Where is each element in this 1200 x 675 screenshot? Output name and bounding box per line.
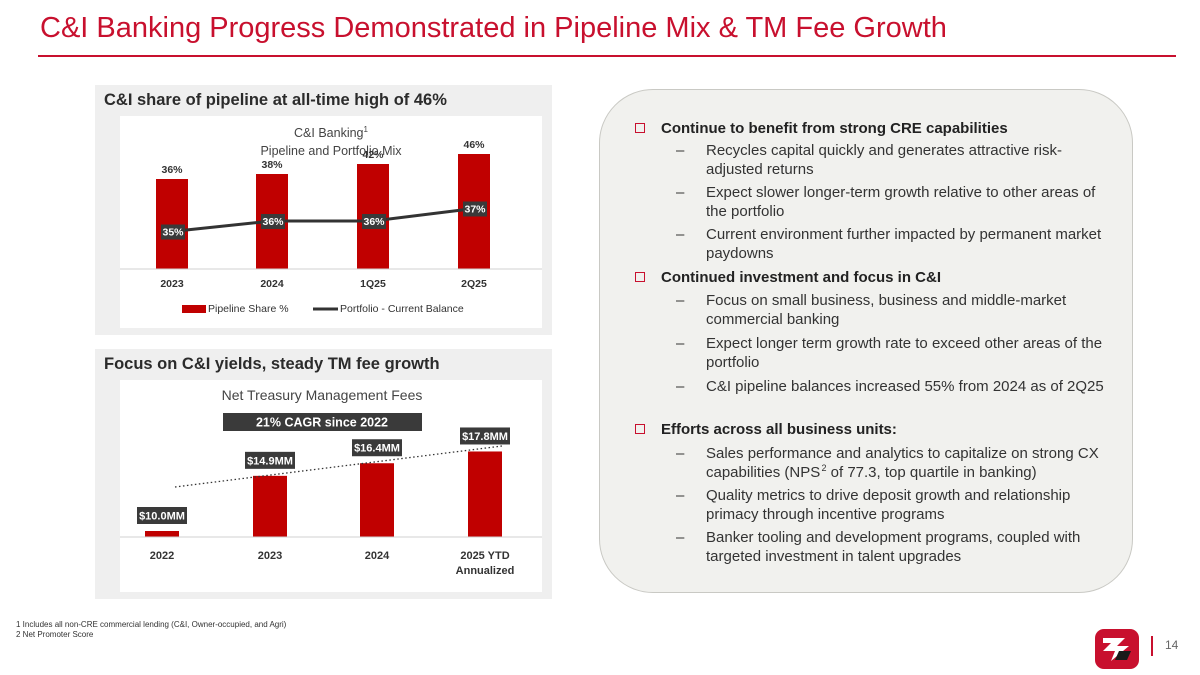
bar-data-label: $14.9MM [247, 455, 293, 467]
footnotes: 1 Includes all non-CRE commercial lendin… [16, 620, 286, 640]
x-tick-label: 2025 YTD [460, 550, 509, 562]
bullets-panel: Continue to benefit from strong CRE capa… [599, 89, 1133, 593]
dash-icon: – [676, 487, 685, 504]
cagr-annotation: 21% CAGR since 2022 [256, 416, 388, 430]
sub-bullet-text: Focus on small business, business and mi… [706, 292, 1067, 328]
bar-tm-fees [360, 463, 394, 537]
sub-bullet-text: Current environment further impacted by … [706, 226, 1102, 262]
bar-data-label: $10.0MM [139, 511, 185, 523]
line-label-box [463, 201, 487, 217]
dash-icon: – [676, 184, 685, 201]
bar-label-box [137, 507, 187, 524]
pipeline-panel: C&I share of pipeline at all-time high o… [95, 85, 552, 335]
dash-icon: – [676, 142, 685, 159]
pipeline-chart-svg: C&I Banking1 Pipeline and Portfolio Mix 36… [120, 125, 542, 315]
bar-label-box [245, 451, 295, 469]
tm-fees-chart-svg: Net Treasury Management Fees 21% CAGR sin… [120, 387, 542, 577]
cagr-annotation-box [223, 413, 422, 431]
bullet-heading-text: Efforts across all business units: [661, 421, 897, 438]
x-tick-label: 2024 [260, 278, 284, 290]
bar-data-label: 46% [463, 139, 485, 151]
x-tick-label: 2023 [160, 278, 184, 290]
tm-fees-panel: Focus on C&I yields, steady TM fee growt… [95, 349, 552, 599]
tm-fees-chart: Net Treasury Management Fees 21% CAGR sin… [120, 380, 542, 592]
slide-title: C&I Banking Progress Demonstrated in Pip… [40, 12, 947, 44]
bar-data-label: 36% [161, 164, 183, 176]
pipeline-panel-heading: C&I share of pipeline at all-time high o… [104, 91, 447, 109]
line-data-label: 36% [262, 216, 284, 228]
bar-data-label: 38% [261, 159, 283, 171]
checkbox-bullet-icon [635, 424, 645, 434]
x-tick-label: 2024 [365, 550, 390, 562]
chart-title: C&I Banking1 [294, 125, 368, 140]
legend-label: Portfolio - Current Balance [340, 303, 464, 315]
line-data-label: 37% [464, 204, 486, 216]
bar-data-label: $17.8MM [462, 431, 508, 443]
dash-icon: – [676, 335, 685, 352]
line-label-box [362, 214, 386, 229]
trendline [174, 445, 503, 488]
bullet-heading-text: Continued investment and focus in C&I [661, 269, 942, 286]
title-divider [38, 55, 1176, 57]
bank-logo-icon [1095, 629, 1139, 669]
page-number: 14 [1165, 638, 1179, 652]
sub-bullet-text: Expect slower longer-term growth relativ… [706, 184, 1096, 220]
x-tick-label: 2022 [150, 550, 174, 562]
pipeline-chart: C&I Banking1 Pipeline and Portfolio Mix 36… [120, 116, 542, 328]
legend-swatch-pipeline [182, 305, 206, 313]
sub-bullet-text: Expect longer term growth rate to exceed… [706, 335, 1103, 371]
tm-fees-panel-heading: Focus on C&I yields, steady TM fee growt… [104, 355, 440, 373]
checkbox-bullet-icon [635, 123, 645, 133]
line-label-box [261, 214, 285, 229]
bar-pipeline-share [156, 179, 188, 269]
x-tick-label: Annualized [456, 565, 515, 577]
bar-tm-fees [145, 531, 179, 537]
sub-bullet-text: Banker tooling and development programs,… [706, 529, 1081, 565]
bullet-heading-text: Continue to benefit from strong CRE capa… [661, 120, 1008, 137]
sub-bullet-text: Quality metrics to drive deposit growth … [706, 487, 1071, 523]
chart-subtitle: Pipeline and Portfolio Mix [260, 144, 402, 158]
superscript: 2 [821, 462, 827, 473]
dash-icon: – [676, 445, 685, 462]
line-data-label: 36% [363, 216, 385, 228]
line-data-label: 35% [162, 227, 184, 239]
x-tick-label: 2Q25 [461, 278, 487, 290]
line-portfolio-balance [171, 207, 475, 233]
sub-bullet-text: C&I pipeline balances increased 55% from… [706, 378, 1104, 395]
bar-label-box [352, 439, 402, 457]
dash-icon: – [676, 529, 685, 546]
dash-icon: – [676, 226, 685, 243]
footnote-2: 2 Net Promoter Score [16, 630, 94, 639]
dash-icon: – [676, 378, 685, 395]
bar-tm-fees [253, 475, 287, 537]
bar-data-label: 42% [362, 149, 384, 161]
sub-bullet-text: Sales performance and analytics to capit… [706, 445, 1099, 481]
sub-bullet-text: Recycles capital quickly and generates a… [706, 142, 1062, 178]
checkbox-bullet-icon [635, 272, 645, 282]
bar-label-box [460, 427, 510, 445]
page-number-divider [1151, 636, 1153, 656]
footnote-1: 1 Includes all non-CRE commercial lendin… [16, 620, 287, 629]
line-label-box [161, 224, 185, 240]
x-tick-label: 1Q25 [360, 278, 386, 290]
bar-tm-fees [468, 451, 502, 537]
dash-icon: – [676, 292, 685, 309]
chart-title-superscript: 1 [364, 125, 369, 134]
bar-data-label: $16.4MM [354, 443, 400, 455]
x-tick-label: 2023 [258, 550, 282, 562]
chart-title: Net Treasury Management Fees [222, 387, 423, 403]
legend-label: Pipeline Share % [208, 303, 289, 315]
